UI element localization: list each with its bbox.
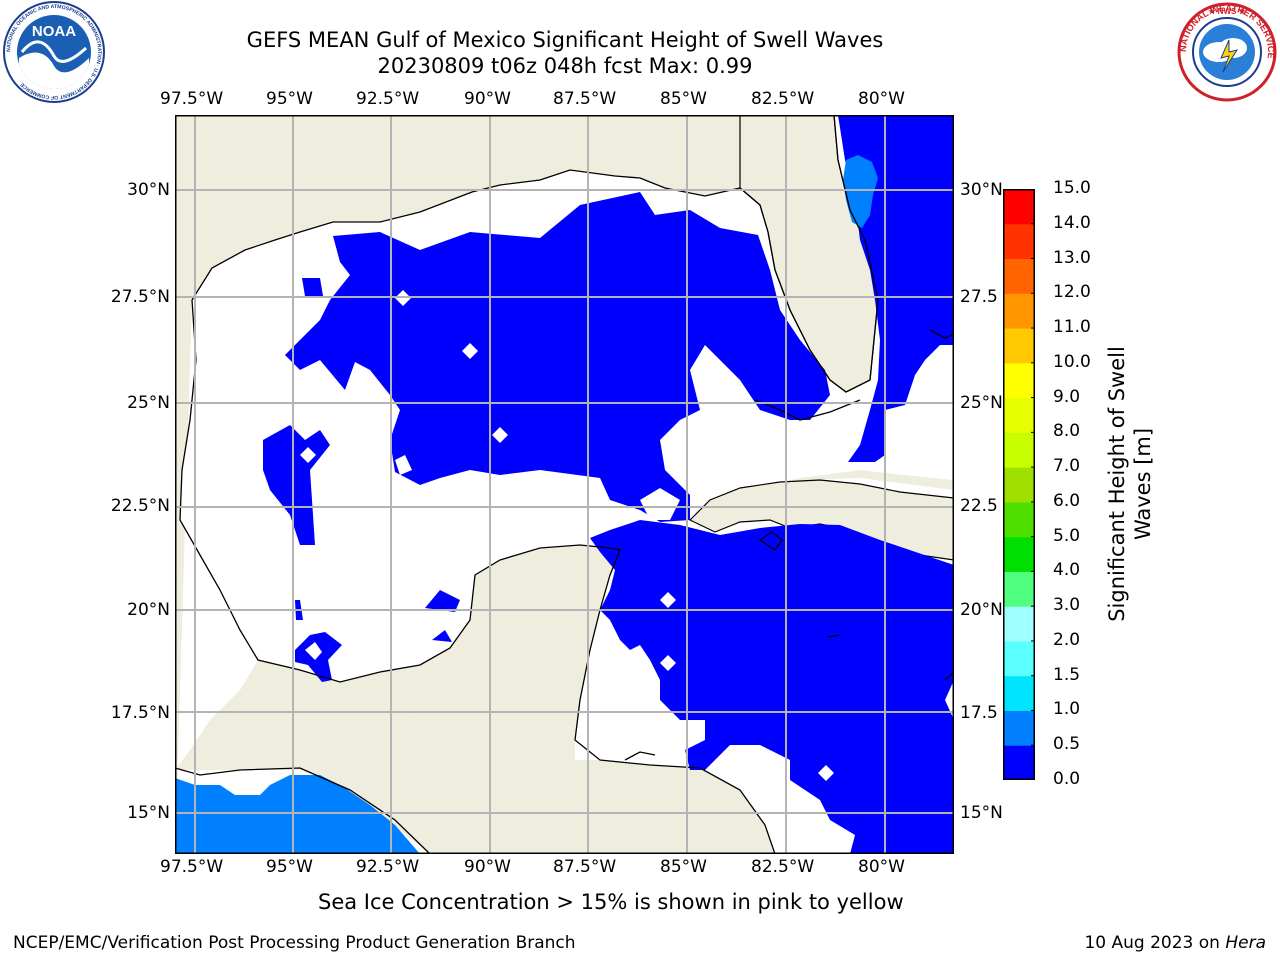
lat-label-right: 25°N [960, 393, 1003, 413]
lon-label-bottom: 87.5°W [553, 857, 617, 877]
colorbar-tick-label: 0.5 [1053, 734, 1081, 755]
colorbar-segment [1003, 710, 1035, 746]
graticule [175, 115, 954, 854]
colorbar-tick-label: 8.0 [1053, 421, 1081, 442]
lon-label-bottom: 85°W [660, 857, 707, 877]
colorbar-segment [1003, 258, 1035, 294]
colorbar-tick-label: 12.0 [1053, 282, 1091, 303]
nws-logo: ★ NWS ★ NATIONAL WEATHER SERVICE [1175, 0, 1279, 104]
colorbar-segment [1003, 536, 1035, 572]
lon-label-top: 95°W [266, 89, 313, 109]
lat-label-left: 15°N [127, 803, 170, 823]
run-host: Hera [1225, 933, 1266, 953]
colorbar-tick-label: 10.0 [1053, 351, 1091, 372]
lat-label-left: 22.5°N [110, 496, 170, 516]
lat-label-right: 30°N [960, 180, 1003, 200]
colorbar-tick-label: 2.0 [1053, 629, 1081, 650]
lat-label-left: 17.5°N [110, 703, 170, 723]
colorbar-tick-label: 0.0 [1053, 769, 1081, 789]
noaa-logo-text: NOAA [32, 23, 76, 40]
colorbar-tick-label: 15.0 [1053, 178, 1091, 198]
lat-label-left: 27.5°N [110, 287, 170, 307]
colorbar-tick-label: 9.0 [1053, 386, 1081, 407]
lat-label-right: 17.5 [960, 703, 998, 723]
lon-label-top: 87.5°W [553, 89, 617, 109]
colorbar-tick-label: 3.0 [1053, 595, 1081, 616]
sea-ice-note: Sea Ice Concentration > 15% is shown in … [318, 890, 904, 914]
lon-label-bottom: 97.5°W [160, 857, 224, 877]
lon-label-bottom: 82.5°W [751, 857, 815, 877]
colorbar-tick-label: 13.0 [1053, 247, 1091, 268]
lat-label-right: 15°N [960, 803, 1003, 823]
lat-label-right: 22.5 [960, 496, 998, 516]
colorbar-label-line1: Significant Height of Swell [1105, 346, 1129, 622]
lat-label-left: 20°N [127, 600, 170, 620]
lat-label-right: 20°N [960, 600, 1003, 620]
colorbar-segment [1003, 362, 1035, 399]
colorbar-segment [1003, 328, 1035, 364]
lon-label-top: 92.5°W [356, 89, 420, 109]
colorbar-segment [1003, 397, 1035, 433]
lon-label-bottom: 95°W [266, 857, 313, 877]
colorbar-segment [1003, 467, 1035, 503]
lon-label-top: 97.5°W [160, 89, 224, 109]
colorbar-segment [1003, 606, 1035, 642]
colorbar-segment [1003, 675, 1035, 711]
run-date: 10 Aug 2023 on Hera [1084, 933, 1266, 953]
colorbar-segment [1003, 640, 1035, 677]
colorbar-tick-label: 4.0 [1053, 560, 1081, 581]
credit-text: NCEP/EMC/Verification Post Processing Pr… [13, 933, 576, 953]
colorbar-segment [1003, 745, 1035, 780]
lon-label-top: 85°W [660, 89, 707, 109]
lon-label-bottom: 80°W [858, 857, 905, 877]
colorbar-tick-label: 1.0 [1053, 699, 1081, 720]
lat-label-right: 27.5 [960, 287, 998, 307]
map-panel [175, 115, 954, 854]
lat-label-left: 25°N [127, 393, 170, 413]
coastlines [175, 115, 954, 854]
swell-band-0.5-1.0 [175, 155, 878, 854]
colorbar-segment [1003, 293, 1035, 329]
map-title: GEFS MEAN Gulf of Mexico Significant Hei… [246, 28, 884, 52]
colorbar-label: Significant Height of Swell Waves [m] [1100, 189, 1160, 780]
lon-label-bottom: 92.5°W [356, 857, 420, 877]
lon-label-top: 90°W [464, 89, 511, 109]
colorbar-tick-label: 7.0 [1053, 456, 1081, 477]
colorbar-label-line2: Waves [m] [1131, 427, 1155, 541]
colorbar-tick-label: 14.0 [1053, 212, 1091, 233]
forecast-subtitle: 20230809 t06z 048h fcst Max: 0.99 [377, 54, 753, 78]
noaa-logo: NOAA NATIONAL OCEANIC AND ATMOSPHERIC AD… [2, 0, 106, 104]
colorbar-segment [1003, 432, 1035, 468]
swell-band-0-0.5 [263, 115, 954, 854]
colorbar-segment [1003, 571, 1035, 607]
lon-label-top: 82.5°W [751, 89, 815, 109]
run-date-prefix: 10 Aug 2023 on [1084, 933, 1226, 953]
lon-label-bottom: 90°W [464, 857, 511, 877]
colorbar-segment [1003, 223, 1035, 260]
svg-text:★ NWS ★: ★ NWS ★ [1208, 7, 1246, 16]
swell-holes [300, 290, 834, 781]
lat-label-left: 30°N [127, 180, 170, 200]
colorbar [1003, 189, 1035, 780]
colorbar-tick-label: 1.5 [1053, 664, 1081, 685]
colorbar-tick-label: 5.0 [1053, 525, 1081, 546]
lon-label-top: 80°W [858, 89, 905, 109]
colorbar-tick-label: 6.0 [1053, 490, 1081, 511]
colorbar-segment [1003, 189, 1035, 225]
colorbar-segment [1003, 501, 1035, 538]
map-frame [175, 115, 954, 854]
colorbar-tick-label: 11.0 [1053, 317, 1091, 338]
